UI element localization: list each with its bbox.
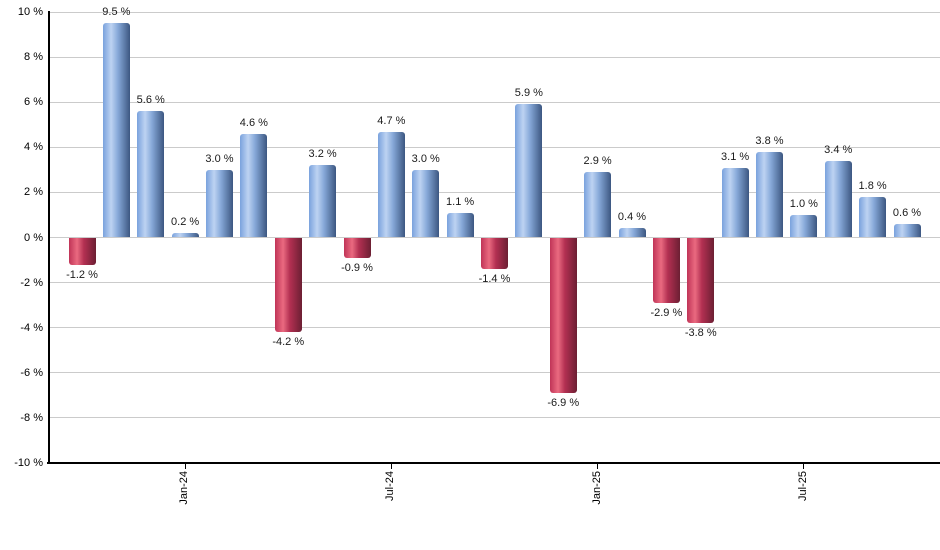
bar-value-label: -1.4 %: [478, 273, 511, 286]
x-axis-tick: [184, 463, 186, 469]
bar: [343, 237, 371, 258]
bar-value-label: -0.9 %: [341, 261, 373, 274]
bar: [687, 237, 715, 324]
bar-value-label: 1.0 %: [789, 197, 818, 210]
gridline: [49, 191, 940, 193]
bar-value-label: 9.5 %: [102, 6, 131, 19]
bar-value-label: 2.9 %: [583, 155, 612, 168]
bar: [584, 172, 612, 238]
bar: [68, 237, 96, 265]
bar-value-label: 1.8 %: [858, 179, 887, 192]
y-axis-tick-label: -4 %: [20, 321, 43, 334]
bar-value-label: 0.4 %: [617, 211, 647, 224]
bar-value-label: 5.6 %: [136, 94, 165, 107]
gridline: [49, 372, 940, 374]
y-axis-tick-label: -10 %: [14, 457, 43, 469]
bar-value-label: 3.4 %: [824, 143, 853, 156]
bar: [721, 167, 749, 238]
bar: [171, 232, 199, 238]
gridline: [49, 101, 940, 103]
bar-value-label: 3.1 %: [721, 150, 750, 163]
bar: [481, 237, 508, 270]
y-axis-tick-label: 4 %: [24, 141, 43, 154]
y-axis-tick-label: -6 %: [20, 366, 43, 379]
bar-value-label: -1.2 %: [66, 268, 98, 281]
bar: [824, 160, 852, 238]
y-axis-tick-label: 8 %: [24, 51, 43, 64]
x-axis-tick: [803, 463, 805, 469]
x-axis-tick-label: Jul-25: [796, 471, 809, 501]
y-axis-spine: [48, 11, 50, 464]
bar: [859, 196, 887, 238]
bar: [274, 237, 302, 333]
bar: [377, 131, 405, 238]
x-axis-tick-label: Jan-25: [590, 471, 603, 505]
bar-value-label: 4.7 %: [377, 114, 406, 127]
x-axis-tick-label: Jan-24: [178, 471, 191, 505]
y-axis-tick-label: -2 %: [20, 276, 43, 289]
y-axis-tick-label: 6 %: [24, 96, 43, 109]
bar: [412, 169, 440, 238]
bar-value-label: -2.9 %: [650, 306, 683, 319]
x-axis-tick: [597, 463, 599, 469]
bar-value-label: 3.8 %: [755, 134, 784, 147]
y-axis-tick-label: 2 %: [24, 186, 43, 199]
bar-value-label: 3.0 %: [205, 152, 234, 165]
bar: [652, 237, 680, 303]
gridline: [49, 11, 940, 13]
bar: [240, 133, 268, 238]
bar-value-label: 5.9 %: [514, 87, 543, 100]
x-axis-tick-label: Jul-24: [384, 471, 397, 501]
bar: [102, 23, 130, 238]
bar-value-label: 1.1 %: [446, 195, 475, 208]
bar: [137, 111, 165, 238]
x-axis-tick: [390, 463, 392, 469]
bar: [309, 165, 337, 238]
y-axis-tick-label: 0 %: [24, 231, 43, 244]
bar-value-label: 0.2 %: [171, 215, 200, 228]
gridline: [49, 417, 940, 419]
gridline: [49, 282, 940, 284]
bar-value-label: -3.8 %: [684, 327, 717, 340]
y-axis-tick-label: -8 %: [20, 411, 43, 424]
bar: [206, 169, 233, 238]
gridline: [49, 146, 940, 148]
bar-value-label: 3.2 %: [308, 148, 337, 161]
bar: [790, 214, 818, 238]
gridline: [49, 327, 940, 329]
x-axis-spine: [47, 462, 940, 464]
bar-value-label: -4.2 %: [272, 336, 305, 349]
bar-value-label: 3.0 %: [411, 152, 440, 165]
bar: [756, 151, 783, 238]
bar: [549, 237, 577, 394]
gridline: [49, 56, 940, 58]
bar: [893, 223, 921, 238]
bar-value-label: 4.6 %: [239, 116, 268, 129]
bar: [515, 104, 543, 238]
y-axis-tick-label: 10 %: [17, 6, 43, 18]
bar: [446, 212, 474, 238]
bar: [618, 228, 646, 238]
bar-value-label: 0.6 %: [892, 206, 922, 219]
bar-value-label: -6.9 %: [547, 397, 580, 410]
